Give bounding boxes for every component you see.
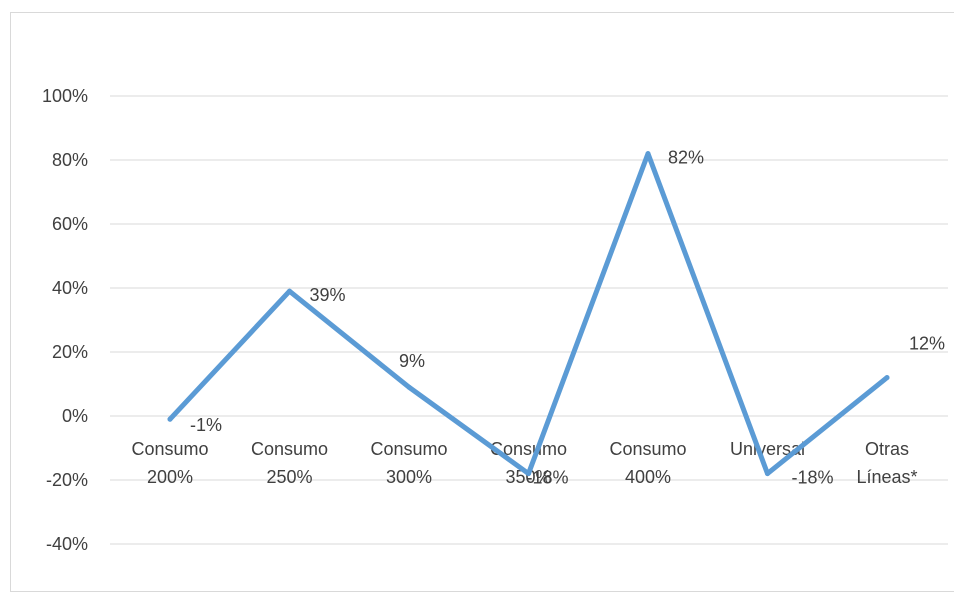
x-category-line: Consumo bbox=[131, 439, 208, 459]
y-tick-label: 0% bbox=[62, 406, 88, 426]
data-label: 39% bbox=[310, 285, 346, 305]
x-category-line: 250% bbox=[266, 467, 312, 487]
y-tick-label: 20% bbox=[52, 342, 88, 362]
grid-layer bbox=[110, 95, 948, 545]
series-line bbox=[167, 151, 890, 477]
x-axis-categories: Consumo 200%Consumo 250%Consumo 300%Consumo… bbox=[131, 439, 917, 487]
data-label: -1% bbox=[190, 415, 222, 435]
y-tick-label: -40% bbox=[46, 534, 88, 554]
x-category-line: Otras bbox=[865, 439, 909, 459]
x-category-line: 200% bbox=[147, 467, 193, 487]
data-labels: -1% 39% 9% -18% 82% -18% 12% bbox=[190, 148, 945, 488]
x-category-label: Universal bbox=[730, 439, 805, 459]
y-tick-label: 100% bbox=[42, 86, 88, 106]
y-tick-label: 80% bbox=[52, 150, 88, 170]
y-tick-label: 40% bbox=[52, 278, 88, 298]
chart-frame bbox=[10, 12, 954, 592]
data-label: -18% bbox=[527, 468, 569, 488]
data-label: -18% bbox=[792, 468, 834, 488]
x-category-line: Consumo bbox=[490, 439, 567, 459]
x-category-label: Consumo 400% bbox=[609, 439, 686, 487]
x-category-line: Consumo bbox=[609, 439, 686, 459]
y-tick-label: -20% bbox=[46, 470, 88, 490]
data-point bbox=[406, 384, 412, 390]
data-label: 82% bbox=[668, 148, 704, 168]
y-tick-label: 60% bbox=[52, 214, 88, 234]
data-point bbox=[287, 288, 292, 294]
series-layer bbox=[167, 151, 890, 477]
data-point bbox=[167, 416, 173, 422]
x-category-line: Líneas* bbox=[856, 467, 917, 487]
y-axis-ticks: 100% 80% 60% 40% 20% 0% -20% -40% bbox=[42, 86, 88, 554]
x-category-label: Consumo 350% bbox=[490, 439, 567, 487]
x-category-label: Consumo 200% bbox=[131, 439, 208, 487]
x-category-line: 300% bbox=[386, 467, 432, 487]
data-label: 9% bbox=[399, 351, 425, 371]
data-label: 12% bbox=[909, 334, 945, 354]
x-category-label: Otras Líneas* bbox=[856, 439, 917, 487]
data-point bbox=[884, 375, 890, 381]
x-category-line: Consumo bbox=[370, 439, 447, 459]
data-point bbox=[526, 471, 531, 477]
data-point bbox=[645, 151, 651, 157]
x-category-line: 350% bbox=[505, 467, 551, 487]
x-category-line: Consumo bbox=[251, 439, 328, 459]
x-category-line: Universal bbox=[730, 439, 805, 459]
x-category-label: Consumo 300% bbox=[370, 439, 447, 487]
x-category-line: 400% bbox=[625, 467, 671, 487]
x-category-label: Consumo 250% bbox=[251, 439, 328, 487]
data-point bbox=[765, 471, 770, 477]
